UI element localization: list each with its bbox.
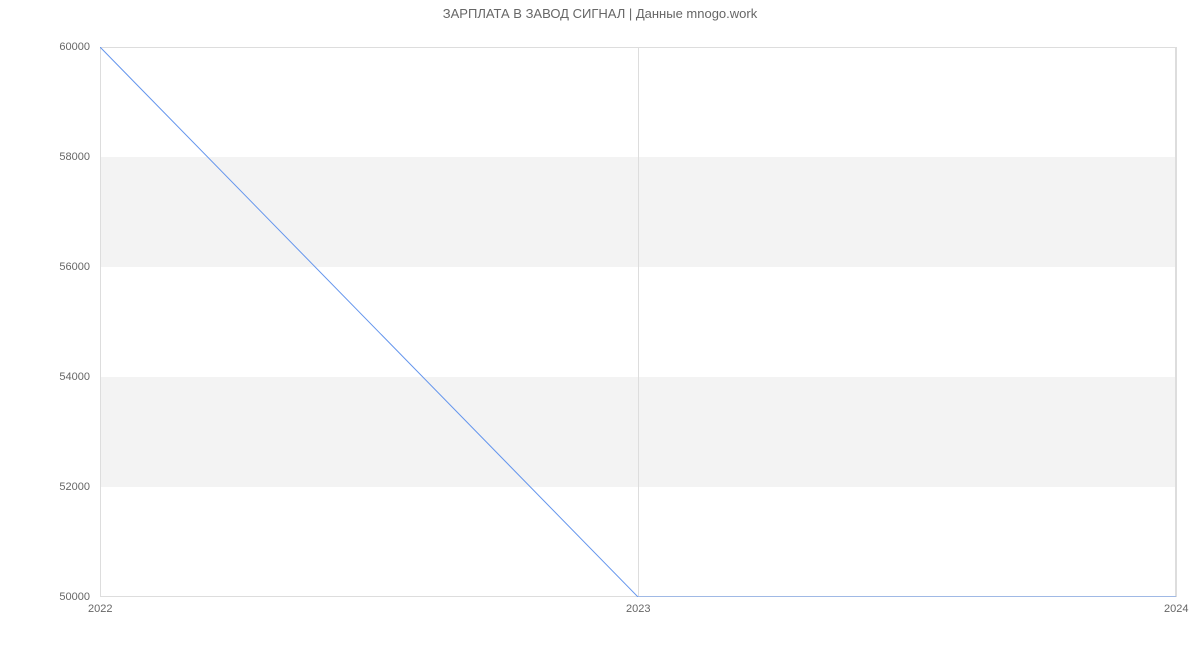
y-tick-label: 54000 — [0, 371, 90, 383]
plot-area — [100, 47, 1176, 597]
x-gridline — [1176, 47, 1177, 597]
y-tick-label: 56000 — [0, 261, 90, 273]
y-tick-label: 60000 — [0, 41, 90, 53]
x-tick-label: 2023 — [626, 603, 650, 615]
x-tick-label: 2022 — [88, 603, 112, 615]
series-line — [100, 47, 1176, 597]
chart-container: { "chart": { "type": "line", "title": "З… — [0, 0, 1200, 650]
x-tick-label: 2024 — [1164, 603, 1188, 615]
y-tick-label: 58000 — [0, 151, 90, 163]
series-layer — [100, 47, 1176, 597]
chart-title: ЗАРПЛАТА В ЗАВОД СИГНАЛ | Данные mnogo.w… — [0, 6, 1200, 21]
y-tick-label: 52000 — [0, 481, 90, 493]
y-tick-label: 50000 — [0, 591, 90, 603]
